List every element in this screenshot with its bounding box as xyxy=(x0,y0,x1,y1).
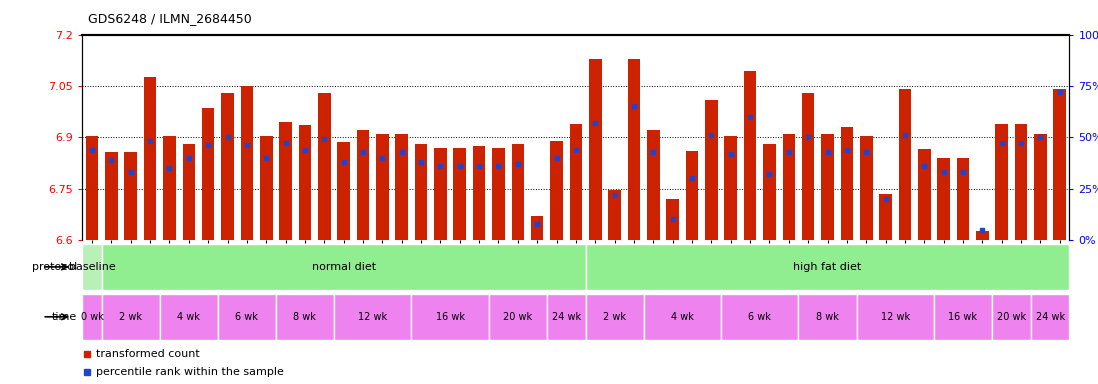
Text: 0 wk: 0 wk xyxy=(80,312,103,322)
Bar xyxy=(879,194,892,240)
Bar xyxy=(164,136,176,240)
Bar xyxy=(628,58,640,240)
Bar xyxy=(1015,124,1028,240)
Bar xyxy=(182,144,195,240)
Bar xyxy=(492,147,505,240)
Bar xyxy=(299,125,311,240)
Text: 8 wk: 8 wk xyxy=(293,312,316,322)
Bar xyxy=(86,136,99,240)
Bar xyxy=(589,58,602,240)
Text: 6 wk: 6 wk xyxy=(235,312,258,322)
Bar xyxy=(721,294,798,340)
Bar xyxy=(489,294,547,340)
Bar xyxy=(102,244,585,290)
Bar xyxy=(105,152,117,240)
Bar xyxy=(802,93,815,240)
Text: 12 wk: 12 wk xyxy=(358,312,388,322)
Bar xyxy=(898,89,911,240)
Bar xyxy=(217,294,276,340)
Bar xyxy=(82,294,102,340)
Bar xyxy=(821,134,833,240)
Bar xyxy=(334,294,412,340)
Bar xyxy=(376,134,389,240)
Bar xyxy=(918,149,931,240)
Bar xyxy=(82,244,102,290)
Bar xyxy=(357,131,369,240)
Bar xyxy=(783,134,795,240)
Text: protocol: protocol xyxy=(32,262,77,272)
Bar xyxy=(666,199,679,240)
Bar xyxy=(976,232,988,240)
Bar xyxy=(705,99,718,240)
Bar xyxy=(1031,294,1069,340)
Bar xyxy=(643,294,721,340)
Bar xyxy=(856,294,934,340)
Bar xyxy=(798,294,856,340)
Text: 4 wk: 4 wk xyxy=(671,312,694,322)
Bar xyxy=(686,151,698,240)
Bar xyxy=(473,146,485,240)
Bar xyxy=(1034,134,1046,240)
Bar xyxy=(647,131,660,240)
Bar xyxy=(608,190,620,240)
Text: transformed count: transformed count xyxy=(96,349,200,359)
Bar xyxy=(585,294,643,340)
Bar xyxy=(725,136,737,240)
Text: 2 wk: 2 wk xyxy=(603,312,626,322)
Bar xyxy=(570,124,582,240)
Text: 12 wk: 12 wk xyxy=(881,312,910,322)
Text: 4 wk: 4 wk xyxy=(178,312,200,322)
Bar xyxy=(412,294,489,340)
Bar xyxy=(144,77,156,240)
Bar xyxy=(160,294,217,340)
Bar xyxy=(260,136,272,240)
Bar xyxy=(512,144,524,240)
Bar xyxy=(240,86,254,240)
Bar xyxy=(585,244,1069,290)
Bar xyxy=(1053,89,1066,240)
Text: baseline: baseline xyxy=(69,262,115,272)
Bar xyxy=(743,71,757,240)
Bar xyxy=(395,134,408,240)
Bar xyxy=(547,294,585,340)
Bar xyxy=(415,144,427,240)
Bar xyxy=(202,108,214,240)
Text: 24 wk: 24 wk xyxy=(1035,312,1065,322)
Bar xyxy=(318,93,330,240)
Text: percentile rank within the sample: percentile rank within the sample xyxy=(96,367,283,377)
Bar xyxy=(221,93,234,240)
Text: 8 wk: 8 wk xyxy=(816,312,839,322)
Bar xyxy=(956,158,970,240)
Bar xyxy=(337,142,350,240)
Bar xyxy=(124,152,137,240)
Text: 20 wk: 20 wk xyxy=(503,312,533,322)
Text: 16 wk: 16 wk xyxy=(436,312,464,322)
Text: time: time xyxy=(52,312,77,322)
Bar xyxy=(996,124,1008,240)
Bar xyxy=(550,141,563,240)
Bar xyxy=(434,147,447,240)
Text: GDS6248 / ILMN_2684450: GDS6248 / ILMN_2684450 xyxy=(88,12,251,25)
Bar xyxy=(841,127,853,240)
Bar xyxy=(938,158,950,240)
Bar xyxy=(279,122,292,240)
Text: 2 wk: 2 wk xyxy=(120,312,143,322)
Bar xyxy=(934,294,991,340)
Text: normal diet: normal diet xyxy=(312,262,376,272)
Bar xyxy=(991,294,1031,340)
Bar xyxy=(531,216,544,240)
Text: 24 wk: 24 wk xyxy=(551,312,581,322)
Bar xyxy=(860,136,873,240)
Text: high fat diet: high fat diet xyxy=(794,262,862,272)
Text: 6 wk: 6 wk xyxy=(749,312,771,322)
Bar xyxy=(102,294,160,340)
Bar xyxy=(276,294,334,340)
Text: 20 wk: 20 wk xyxy=(997,312,1026,322)
Bar xyxy=(763,144,776,240)
Bar xyxy=(453,147,466,240)
Text: 16 wk: 16 wk xyxy=(949,312,977,322)
